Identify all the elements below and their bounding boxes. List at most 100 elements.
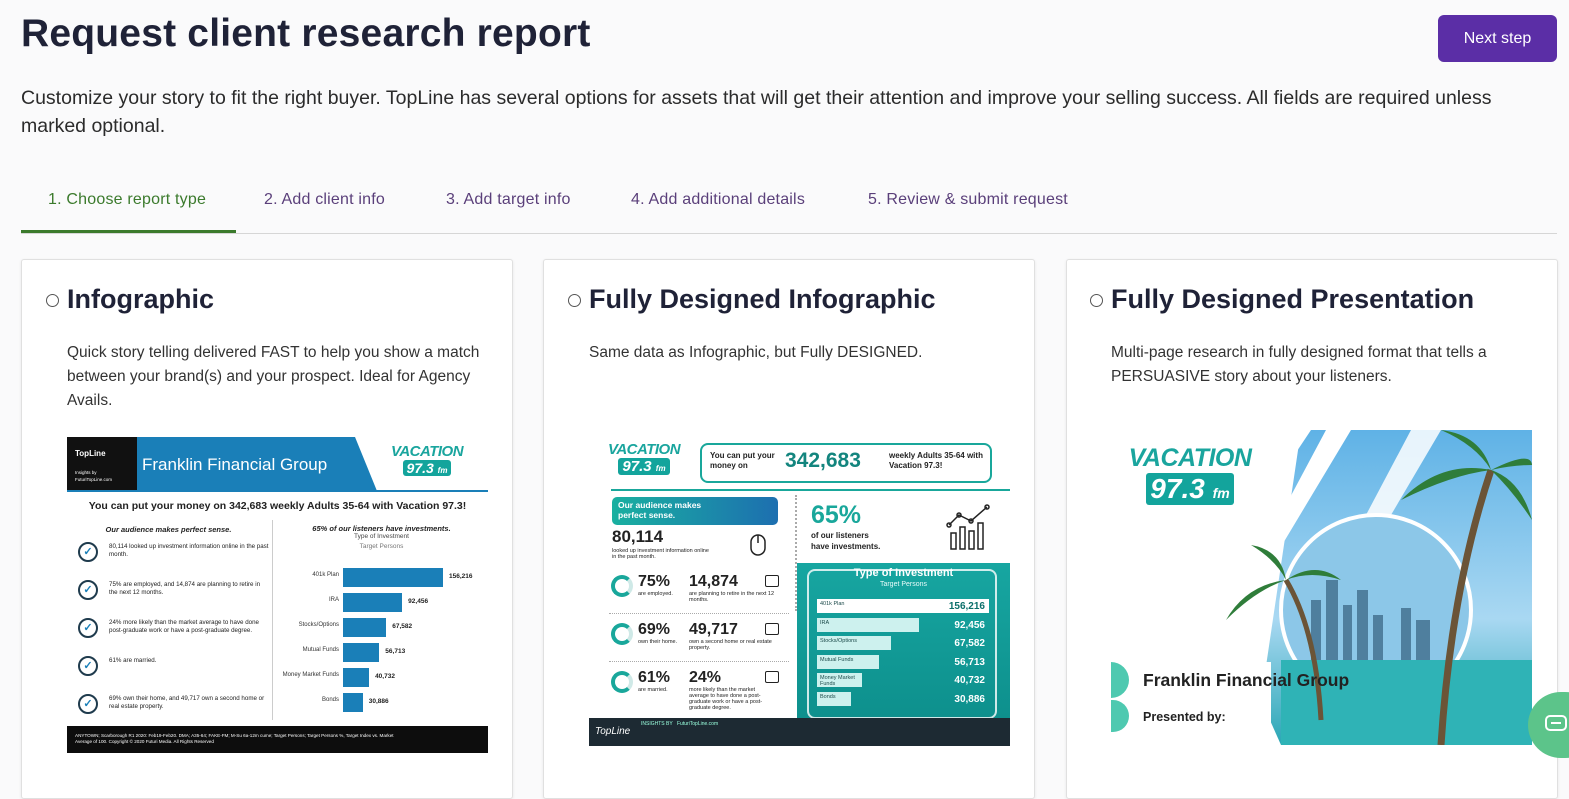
station-name: VACATION xyxy=(607,441,681,458)
bar xyxy=(343,618,387,637)
bar-label: Bonds xyxy=(321,697,339,703)
next-step-button[interactable]: Next step xyxy=(1438,15,1557,62)
searchers: 80,114 xyxy=(612,527,664,546)
tab[interactable]: 1. Choose report type xyxy=(48,191,207,208)
station-logo: VACATION 97.3 fm xyxy=(603,441,685,476)
card-description: Same data as Infographic, but Fully DESI… xyxy=(589,344,923,361)
bar-label: 401k Plan xyxy=(820,601,845,607)
radio[interactable] xyxy=(46,294,59,307)
accent xyxy=(1111,662,1129,698)
tab-divider xyxy=(21,233,1557,234)
headline: You can put your money on 342,683 weekly… xyxy=(88,500,467,512)
stat-right: 49,717 xyxy=(689,621,738,638)
audience-item: 61% are married. xyxy=(109,657,157,664)
audience-heading: Our audience makes perfect sense. xyxy=(618,500,702,520)
headline-box xyxy=(700,443,992,483)
bar xyxy=(343,593,403,612)
bar xyxy=(343,568,443,587)
report-request-page: Request client research report Next step… xyxy=(21,12,1569,799)
check-icon: ✓ xyxy=(78,580,98,600)
check-icon: ✓ xyxy=(78,694,98,714)
stat-right: 14,874 xyxy=(689,573,738,590)
check-icon: ✓ xyxy=(78,618,98,638)
bar-value: 67,582 xyxy=(392,623,413,630)
audience-item: 80,114 looked up investment information … xyxy=(109,543,269,558)
client-name: Franklin Financial Group xyxy=(142,455,328,474)
tab[interactable]: 4. Add additional details xyxy=(631,191,806,208)
bar-label: Money Market Funds xyxy=(820,675,855,687)
band: fm xyxy=(437,466,448,475)
chart-icon xyxy=(946,504,990,550)
chart-title: Type of Investment xyxy=(853,567,954,579)
bar xyxy=(343,693,363,712)
stat-ring xyxy=(611,623,633,645)
audience-item: 69% own their home, and 49,717 own a sec… xyxy=(109,695,265,710)
radio[interactable] xyxy=(568,294,581,307)
tab[interactable]: 2. Add client info xyxy=(264,191,386,208)
bar-value: 56,713 xyxy=(385,648,406,655)
stat-left-note: are employed. xyxy=(638,591,673,597)
audience-box xyxy=(612,497,778,525)
bar-label: Mutual Funds xyxy=(820,656,854,663)
header-banner xyxy=(137,437,377,491)
infographic-thumbnail: TopLine Insights by FuturiTopLine.com Fr… xyxy=(67,437,488,753)
bar xyxy=(343,643,380,662)
page-description: Customize your story to fit the right bu… xyxy=(21,87,1492,137)
client-name: Franklin Financial Group xyxy=(1143,670,1350,690)
chart-subtitle: Target Persons xyxy=(879,581,928,588)
topline-logo: TopLine xyxy=(595,726,631,737)
tab[interactable]: 5. Review & submit request xyxy=(868,191,1068,208)
footer-url: FuturiTopLine.com xyxy=(677,721,719,727)
radio[interactable] xyxy=(1090,294,1103,307)
searchers-note: looked up investment information online … xyxy=(612,548,709,560)
tab[interactable]: 3. Add target info xyxy=(446,191,571,208)
bar-label: 401k Plan xyxy=(312,572,339,578)
stat-left: 69% xyxy=(638,621,671,638)
bar-value: 92,456 xyxy=(408,598,429,605)
bar xyxy=(817,692,851,706)
stat-ring xyxy=(611,671,633,693)
band: fm xyxy=(655,464,666,473)
stat-left: 61% xyxy=(638,669,671,686)
rule xyxy=(611,489,1010,491)
bar-label: Bonds xyxy=(820,694,836,700)
station-name: VACATION xyxy=(1128,444,1252,472)
bar-value: 30,886 xyxy=(954,694,985,705)
bar-label: Stocks/Options xyxy=(820,638,857,645)
bar xyxy=(817,617,919,632)
divider xyxy=(272,520,273,720)
header-rule xyxy=(67,490,488,492)
station-name: VACATION xyxy=(390,443,464,460)
chart-title: Type of Investment xyxy=(354,533,409,540)
card-title: Fully Designed Infographic xyxy=(589,284,936,314)
bar-value: 40,732 xyxy=(954,675,985,687)
station-logo: VACATION 97.3 fm xyxy=(1125,444,1255,505)
chart-subtitle: Target Persons xyxy=(359,543,404,550)
stat-right-note: own a second home or real estate propert… xyxy=(689,639,772,651)
designed-infographic-thumbnail: VACATION 97.3 fm You can put your money o… xyxy=(589,435,1010,746)
stat-right: 24% xyxy=(689,669,722,686)
header-block xyxy=(67,437,137,491)
bar-value: 156,216 xyxy=(948,601,985,612)
bar-value: 156,216 xyxy=(449,573,473,580)
insights-url: FuturiTopLine.com xyxy=(75,477,113,482)
headline-number: 342,683 xyxy=(785,449,861,472)
bar-label: IRA xyxy=(328,597,339,603)
headline-tail: weekly Adults 35-64 with Vacation 97.3! xyxy=(889,451,983,470)
bar xyxy=(817,654,880,669)
footer xyxy=(67,726,488,753)
stat-ring xyxy=(611,575,633,597)
stat-left-note: own their home. xyxy=(638,639,678,645)
active-tab-underline xyxy=(21,230,236,233)
title-block xyxy=(1111,662,1271,745)
divider xyxy=(795,495,797,611)
stat-right-note: are planning to retire in the next 12 mo… xyxy=(689,591,775,603)
bar-value: 92,456 xyxy=(954,619,985,631)
bar-label: Mutual Funds xyxy=(302,647,339,653)
row-rule xyxy=(609,661,789,662)
bar xyxy=(817,673,862,688)
stat-left: 75% xyxy=(638,573,671,590)
station-logo: VACATION 97.3 fm xyxy=(387,443,467,478)
card-description: Multi-page research in fully designed fo… xyxy=(1111,344,1487,385)
bar-value: 67,582 xyxy=(954,638,985,650)
